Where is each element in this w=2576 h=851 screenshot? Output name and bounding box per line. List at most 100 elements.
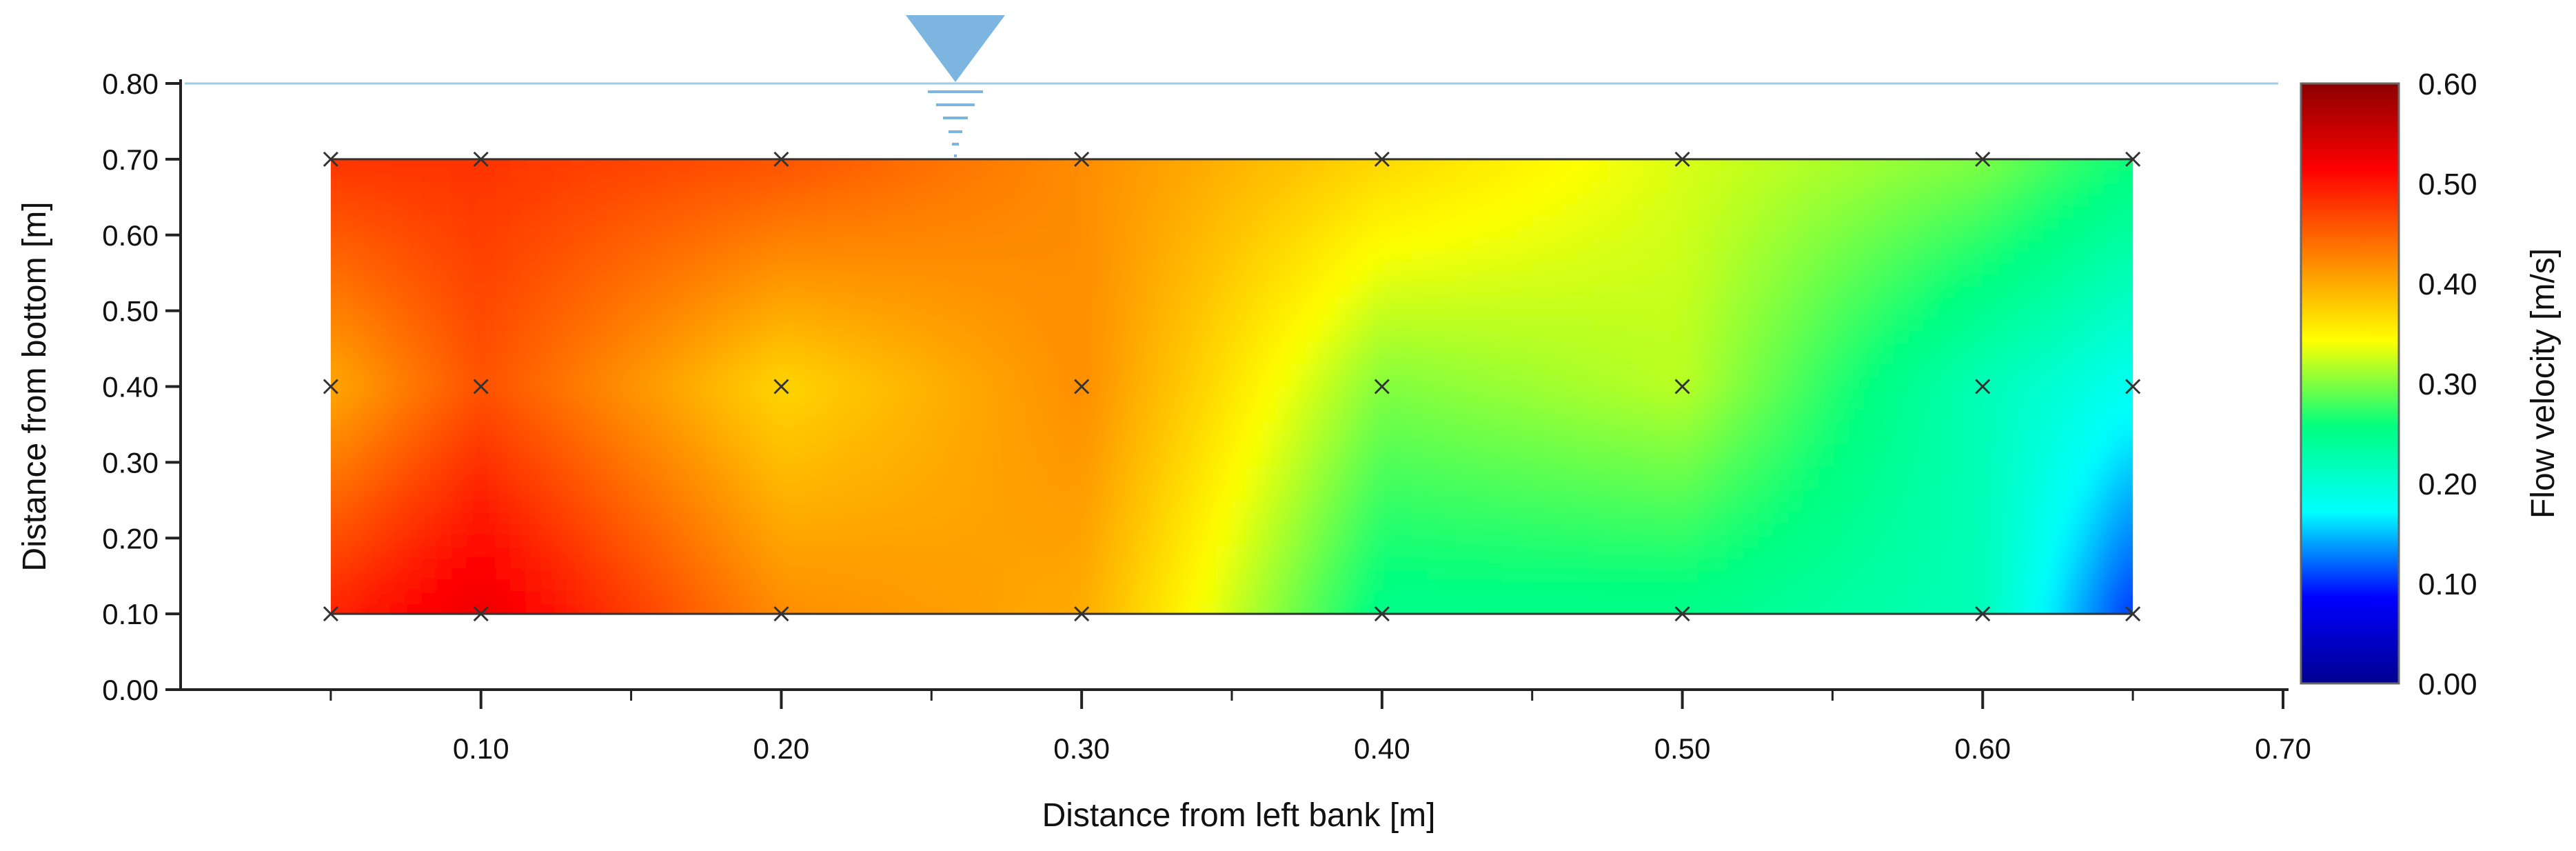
field-cell bbox=[511, 602, 527, 614]
field-cell bbox=[1892, 341, 1909, 354]
field-cell bbox=[1397, 557, 1413, 570]
field-cell bbox=[301, 568, 316, 580]
field-cell bbox=[766, 568, 782, 581]
field-cell bbox=[1592, 568, 1608, 581]
field-cell bbox=[1321, 375, 1338, 388]
field-cell bbox=[1622, 557, 1639, 570]
field-cell bbox=[1367, 272, 1383, 286]
field-cell bbox=[480, 420, 497, 433]
field-cell bbox=[1232, 545, 1248, 558]
field-cell bbox=[1893, 614, 1909, 625]
field-cell bbox=[721, 159, 738, 160]
field-cell bbox=[991, 250, 1008, 263]
field-cell bbox=[1126, 443, 1143, 456]
field-cell bbox=[871, 137, 887, 148]
field-cell bbox=[1652, 272, 1668, 286]
field-cell bbox=[1037, 625, 1053, 637]
field-cell bbox=[721, 397, 738, 410]
field-cell bbox=[661, 488, 677, 501]
field-cell bbox=[511, 363, 527, 377]
field-cell bbox=[1532, 432, 1548, 444]
field-cell bbox=[1757, 341, 1774, 354]
field-cell bbox=[706, 397, 722, 410]
field-cell bbox=[421, 137, 437, 148]
field-cell bbox=[1577, 545, 1593, 558]
field-cell bbox=[1261, 432, 1278, 444]
field-cell bbox=[1547, 330, 1563, 342]
field-cell bbox=[1292, 159, 1308, 172]
field-cell bbox=[916, 545, 933, 558]
field-cell bbox=[676, 614, 692, 625]
field-cell bbox=[1637, 454, 1653, 467]
field-cell bbox=[1036, 545, 1053, 558]
field-cell bbox=[571, 216, 587, 228]
field-cell bbox=[301, 454, 316, 466]
field-cell bbox=[991, 500, 1008, 512]
field-cell bbox=[436, 363, 452, 377]
field-cell bbox=[405, 420, 422, 433]
field-cell bbox=[1246, 432, 1263, 444]
field-cell bbox=[1923, 465, 1938, 479]
field-cell bbox=[1592, 432, 1608, 444]
field-cell bbox=[1292, 137, 1308, 148]
field-cell bbox=[1381, 477, 1398, 490]
field-cell bbox=[1877, 159, 1894, 172]
field-cell bbox=[1157, 523, 1173, 535]
field-cell bbox=[1367, 432, 1383, 444]
field-cell bbox=[1982, 216, 1999, 228]
field-cell bbox=[1186, 375, 1203, 388]
field-cell bbox=[1757, 568, 1774, 581]
field-cell bbox=[1877, 375, 1894, 388]
field-cell bbox=[766, 523, 782, 535]
field-cell bbox=[1757, 409, 1774, 421]
field-cell bbox=[465, 284, 482, 297]
field-cell bbox=[721, 363, 738, 377]
field-cell bbox=[1607, 602, 1623, 614]
field-cell bbox=[1923, 193, 1938, 206]
field-cell bbox=[1487, 386, 1503, 399]
field-cell bbox=[961, 545, 977, 558]
field-cell bbox=[346, 137, 362, 148]
field-cell bbox=[1322, 614, 1338, 625]
field-cell bbox=[781, 397, 798, 410]
field-cell bbox=[556, 250, 572, 263]
field-cell bbox=[1517, 193, 1533, 206]
field-cell bbox=[811, 545, 827, 558]
field-cell bbox=[1772, 181, 1789, 194]
field-cell bbox=[796, 159, 812, 160]
field-cell bbox=[1652, 488, 1668, 501]
field-cell bbox=[1442, 602, 1458, 614]
field-cell bbox=[1367, 307, 1383, 319]
field-cell bbox=[1381, 330, 1398, 342]
field-cell bbox=[1171, 500, 1188, 512]
field-cell bbox=[1397, 579, 1413, 592]
field-cell bbox=[1863, 307, 1878, 319]
field-cell bbox=[1517, 568, 1533, 581]
field-cell bbox=[1352, 330, 1368, 342]
field-cell bbox=[376, 170, 392, 183]
field-cell bbox=[1201, 432, 1218, 444]
field-cell bbox=[451, 193, 467, 206]
field-cell bbox=[646, 477, 662, 490]
field-cell bbox=[1232, 614, 1248, 625]
field-cell bbox=[1982, 409, 1999, 421]
field-cell bbox=[736, 170, 752, 183]
field-cell bbox=[391, 239, 407, 251]
field-cell bbox=[1321, 386, 1338, 399]
field-cell bbox=[540, 250, 557, 263]
field-cell bbox=[1277, 409, 1293, 421]
field-cell bbox=[901, 363, 917, 377]
field-cell bbox=[1397, 602, 1413, 614]
field-cell bbox=[1006, 568, 1022, 581]
field-cell bbox=[931, 193, 948, 206]
field-cell bbox=[526, 409, 542, 421]
field-cell bbox=[961, 443, 977, 456]
field-cell bbox=[420, 557, 437, 570]
field-cell bbox=[391, 375, 407, 388]
field-cell bbox=[540, 159, 557, 172]
field-cell bbox=[1907, 557, 1924, 570]
field-cell bbox=[1051, 545, 1068, 558]
field-cell bbox=[961, 227, 977, 240]
field-cell bbox=[1907, 341, 1924, 354]
field-cell bbox=[826, 193, 842, 206]
